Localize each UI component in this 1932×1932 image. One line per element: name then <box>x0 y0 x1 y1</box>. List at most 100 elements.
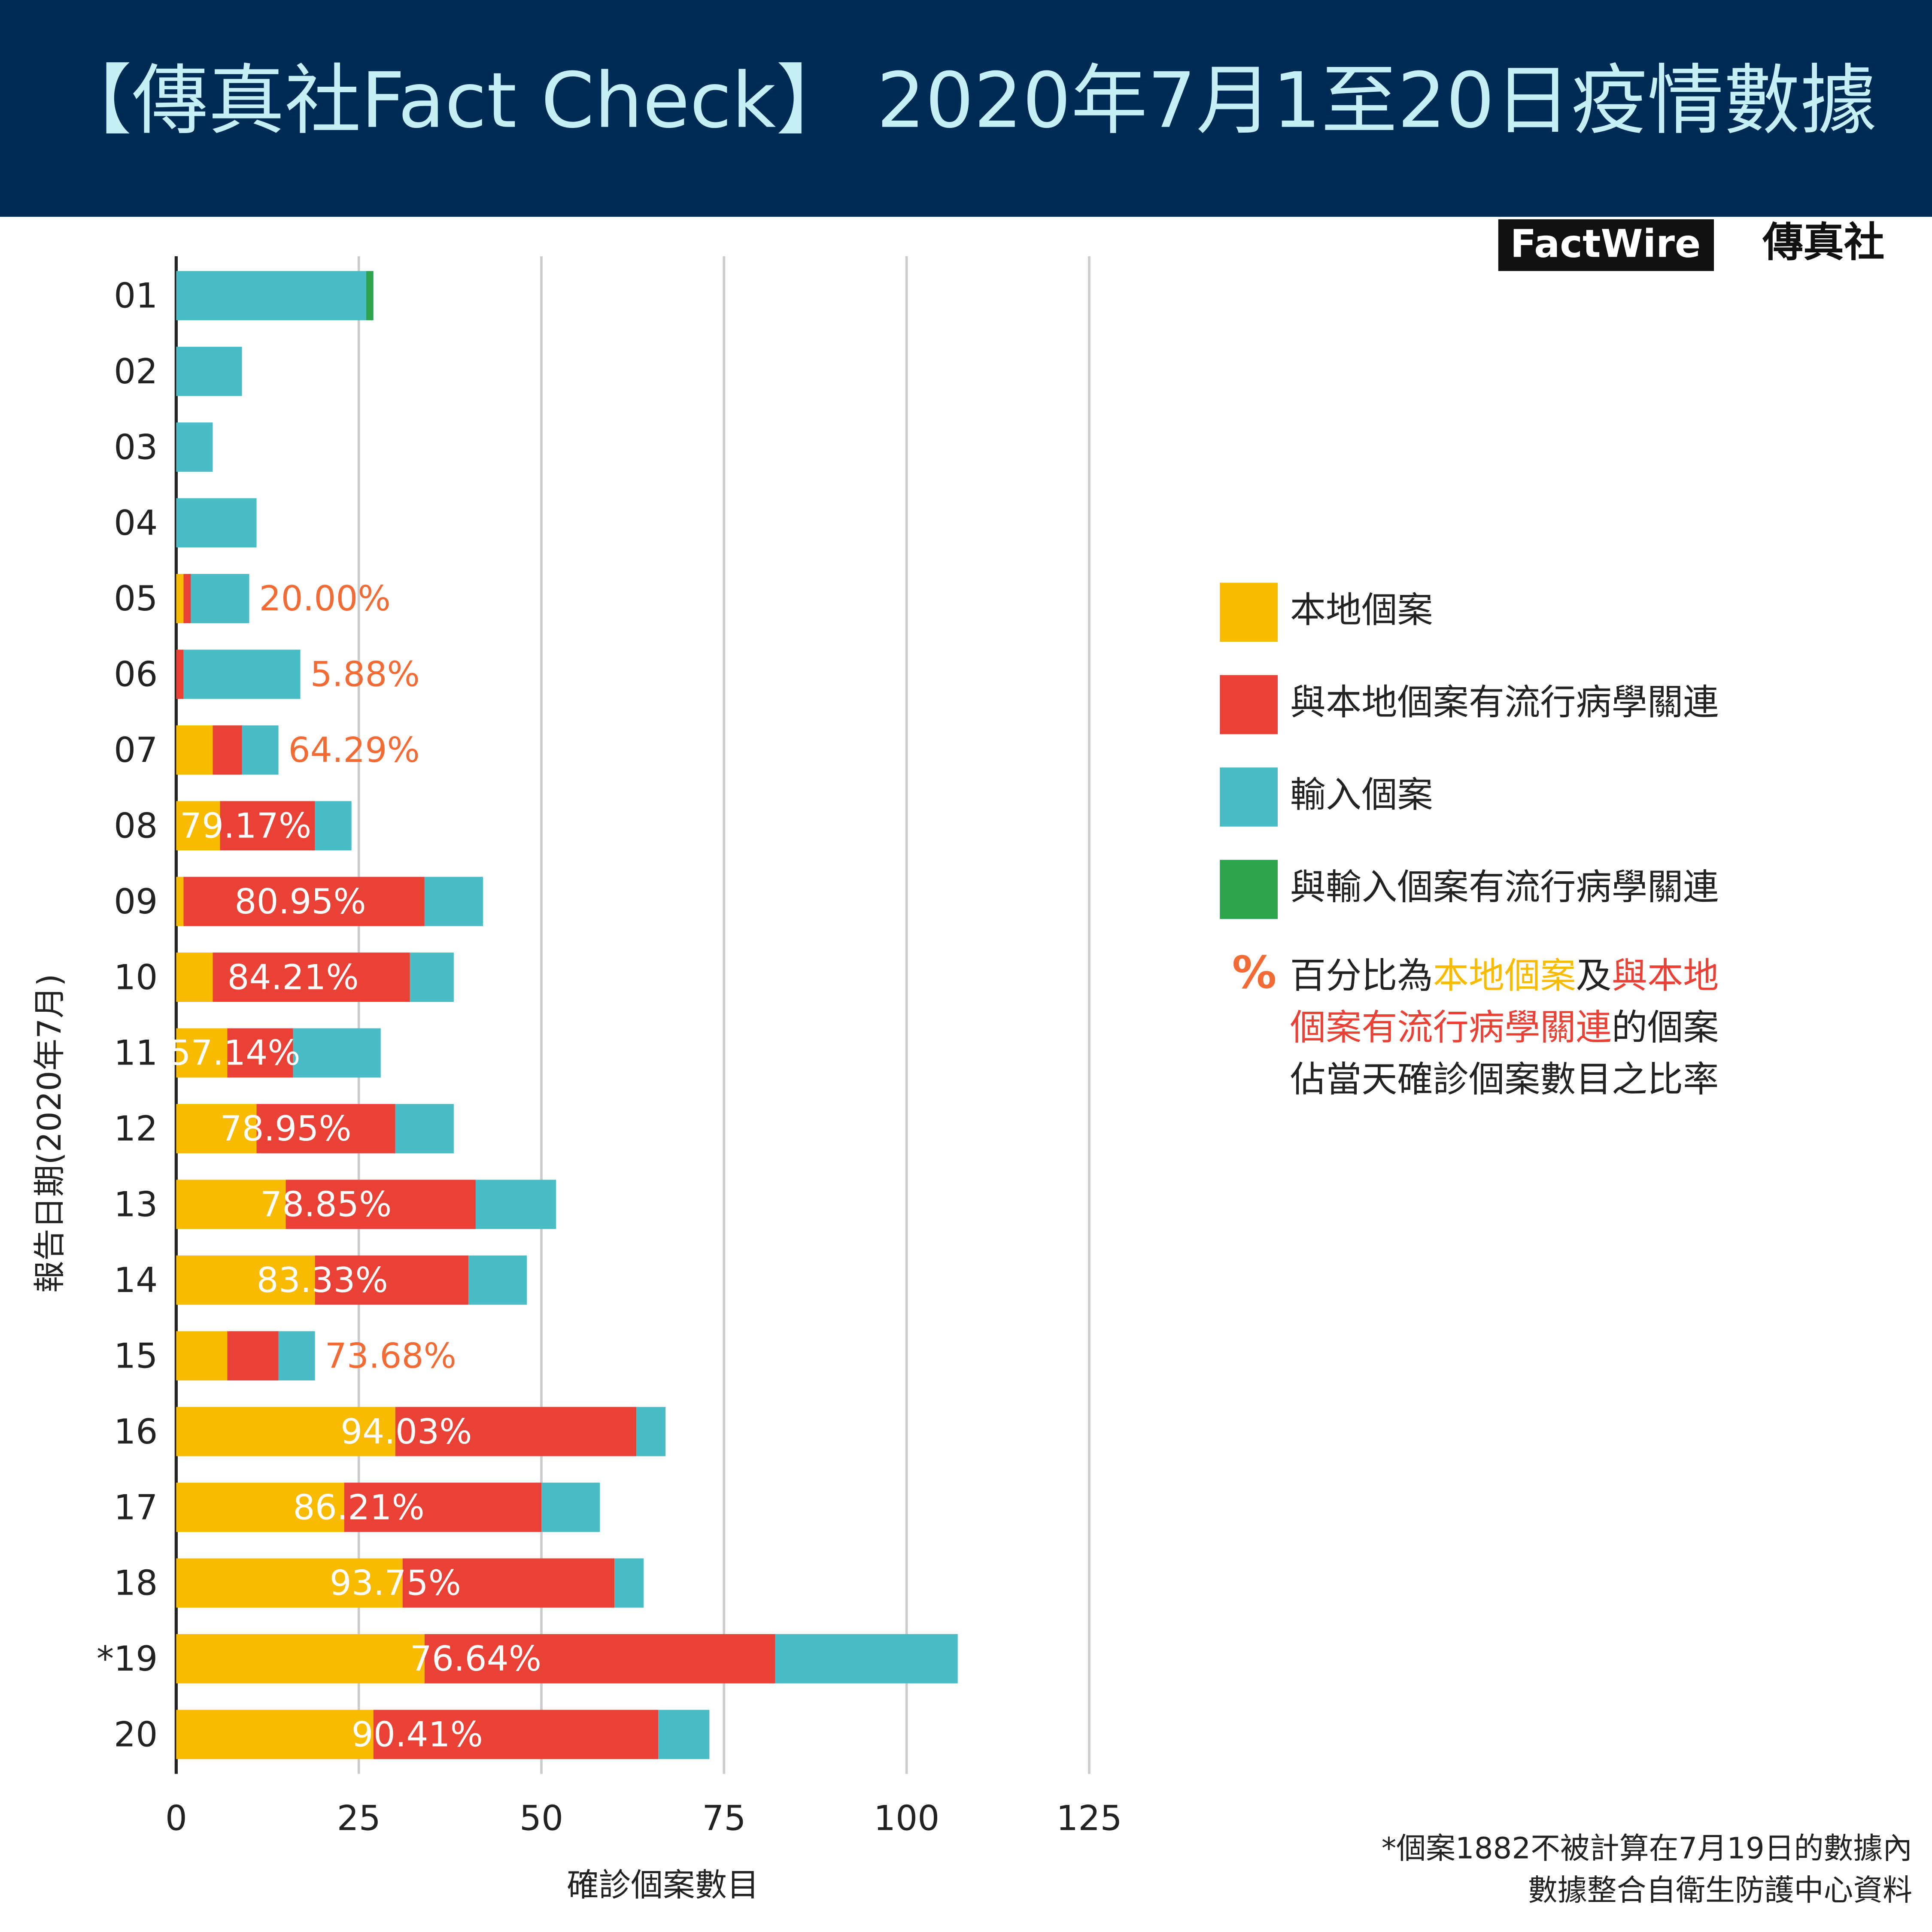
bar-segment <box>176 877 184 926</box>
bar-segment <box>176 725 213 775</box>
bar-segment <box>395 1407 637 1456</box>
y-tick-label: 18 <box>114 1563 158 1603</box>
bar-segment <box>213 725 242 775</box>
percent-label: 79.17% <box>180 805 311 846</box>
bar-segment <box>183 574 191 623</box>
bar-segment <box>344 1483 542 1532</box>
x-tick-label: 75 <box>702 1798 746 1838</box>
bar-segment <box>176 1710 374 1759</box>
note-text: 的個案 <box>1612 1007 1719 1048</box>
bar-segment <box>176 1028 228 1078</box>
y-tick-label: *19 <box>97 1638 158 1679</box>
legend-swatch <box>1220 767 1278 827</box>
x-axis-label: 確診個案數目 <box>567 1866 759 1904</box>
bar-segment <box>176 1255 315 1305</box>
logo-text: FactWire <box>1510 221 1701 266</box>
note-line: 百分比為本地個案及與本地 <box>1290 955 1719 997</box>
y-tick-label: 20 <box>114 1714 158 1755</box>
bar-segment <box>176 346 242 396</box>
bar-segment <box>424 1634 775 1683</box>
bar-segment <box>227 1331 279 1381</box>
bar-segment <box>475 1180 556 1229</box>
bar-segment <box>176 1558 403 1608</box>
bar-segment <box>468 1255 527 1305</box>
y-axis-label: 報告日期(2020年7月) <box>31 974 68 1293</box>
percent-label: 78.95% <box>220 1108 351 1149</box>
y-tick-label: 14 <box>114 1260 158 1300</box>
bar-segment <box>541 1483 600 1532</box>
x-tick-label: 0 <box>165 1798 187 1838</box>
percent-label: 83.33% <box>256 1260 388 1300</box>
percent-label: 94.03% <box>340 1411 472 1452</box>
logo-text: 傳真社 <box>1762 219 1884 266</box>
y-tick-label: 13 <box>114 1184 158 1225</box>
percent-label: 20.00% <box>259 578 390 619</box>
bar-segment <box>293 1028 381 1078</box>
bar-segment <box>286 1180 476 1229</box>
note-text: 及 <box>1576 955 1612 997</box>
bar-segment <box>315 1255 468 1305</box>
bar-segment <box>176 801 220 851</box>
bar-segment <box>658 1710 710 1759</box>
bar-segment <box>176 1483 344 1532</box>
percent-label: 86.21% <box>293 1487 425 1527</box>
y-tick-label: 08 <box>114 805 158 846</box>
bar-segment <box>213 952 410 1002</box>
percent-label: 76.64% <box>410 1638 541 1679</box>
y-tick-label: 01 <box>114 275 158 315</box>
bar-segment <box>278 1331 315 1381</box>
title-banner <box>0 0 1932 217</box>
y-tick-label: 11 <box>114 1033 158 1073</box>
percent-label: 93.75% <box>330 1563 461 1603</box>
bar-segment <box>176 1331 228 1381</box>
bar-segment <box>191 574 249 623</box>
note-text: 與本地 <box>1612 955 1719 997</box>
note-text: 百分比為 <box>1290 955 1433 997</box>
legend-swatch <box>1220 675 1278 734</box>
y-tick-label: 04 <box>114 503 158 543</box>
x-tick-label: 100 <box>874 1798 939 1838</box>
bar-segment <box>424 877 483 926</box>
bar-segment <box>220 801 315 851</box>
y-tick-label: 06 <box>114 654 158 695</box>
percent-label: 5.88% <box>310 654 420 695</box>
bar-segment <box>176 574 184 623</box>
bar-segment <box>242 725 279 775</box>
bar-segment <box>176 1180 286 1229</box>
y-tick-label: 17 <box>114 1487 158 1527</box>
legend-swatch <box>1220 582 1278 642</box>
percent-label: 80.95% <box>234 881 366 922</box>
x-tick-label: 50 <box>519 1798 563 1838</box>
percent-label: 90.41% <box>352 1714 483 1755</box>
percent-label: 57.14% <box>169 1033 300 1073</box>
y-tick-label: 15 <box>114 1335 158 1376</box>
y-tick-label: 09 <box>114 881 158 922</box>
legend-label: 本地個案 <box>1290 589 1433 631</box>
legend-label: 輸入個案 <box>1290 774 1433 816</box>
bar-segment <box>775 1634 958 1683</box>
percent-label: 64.29% <box>289 730 420 770</box>
note-text: 本地個案 <box>1433 955 1576 997</box>
x-tick-label: 125 <box>1056 1798 1122 1838</box>
bar-segment <box>410 952 454 1002</box>
bar-segment <box>395 1104 454 1153</box>
bar-segment <box>373 1710 659 1759</box>
bar-segment <box>176 952 213 1002</box>
logo-box <box>1498 219 1714 271</box>
bar-segment <box>366 271 374 321</box>
bar-segment <box>183 649 301 699</box>
bar-segment <box>636 1407 666 1456</box>
y-tick-label: 05 <box>114 578 158 619</box>
bar-segment <box>176 271 366 321</box>
bar-segment <box>402 1558 615 1608</box>
y-tick-label: 07 <box>114 730 158 770</box>
note-text: 個案有流行病學關連 <box>1290 1007 1612 1048</box>
chart-title: 【傳真社Fact Check】 2020年7月1至20日疫情數據 <box>55 56 1877 145</box>
note-line: 佔當天確診個案數目之比率 <box>1290 1059 1719 1100</box>
bar-segment <box>227 1028 293 1078</box>
note-line: 個案有流行病學關連的個案 <box>1290 1007 1719 1048</box>
y-tick-label: 16 <box>114 1411 158 1452</box>
bar-segment <box>614 1558 644 1608</box>
